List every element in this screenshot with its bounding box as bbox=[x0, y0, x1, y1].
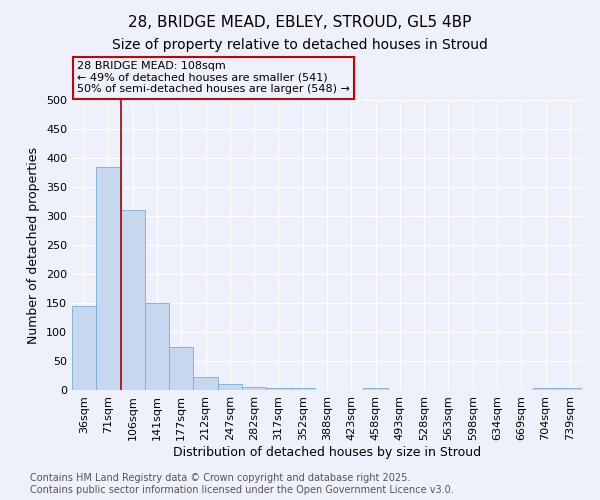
Bar bbox=[121, 210, 145, 390]
Bar bbox=[72, 306, 96, 390]
Text: 28, BRIDGE MEAD, EBLEY, STROUD, GL5 4BP: 28, BRIDGE MEAD, EBLEY, STROUD, GL5 4BP bbox=[128, 15, 472, 30]
Bar bbox=[266, 388, 290, 390]
Bar bbox=[169, 346, 193, 390]
Bar bbox=[364, 388, 388, 390]
Bar bbox=[242, 387, 266, 390]
X-axis label: Distribution of detached houses by size in Stroud: Distribution of detached houses by size … bbox=[173, 446, 481, 458]
Bar bbox=[145, 303, 169, 390]
Text: Contains HM Land Registry data © Crown copyright and database right 2025.
Contai: Contains HM Land Registry data © Crown c… bbox=[30, 474, 454, 495]
Bar bbox=[558, 388, 582, 390]
Bar bbox=[218, 384, 242, 390]
Bar bbox=[96, 166, 121, 390]
Bar bbox=[193, 377, 218, 390]
Text: 28 BRIDGE MEAD: 108sqm
← 49% of detached houses are smaller (541)
50% of semi-de: 28 BRIDGE MEAD: 108sqm ← 49% of detached… bbox=[77, 61, 350, 94]
Bar bbox=[290, 388, 315, 390]
Text: Size of property relative to detached houses in Stroud: Size of property relative to detached ho… bbox=[112, 38, 488, 52]
Y-axis label: Number of detached properties: Number of detached properties bbox=[28, 146, 40, 344]
Bar bbox=[533, 388, 558, 390]
